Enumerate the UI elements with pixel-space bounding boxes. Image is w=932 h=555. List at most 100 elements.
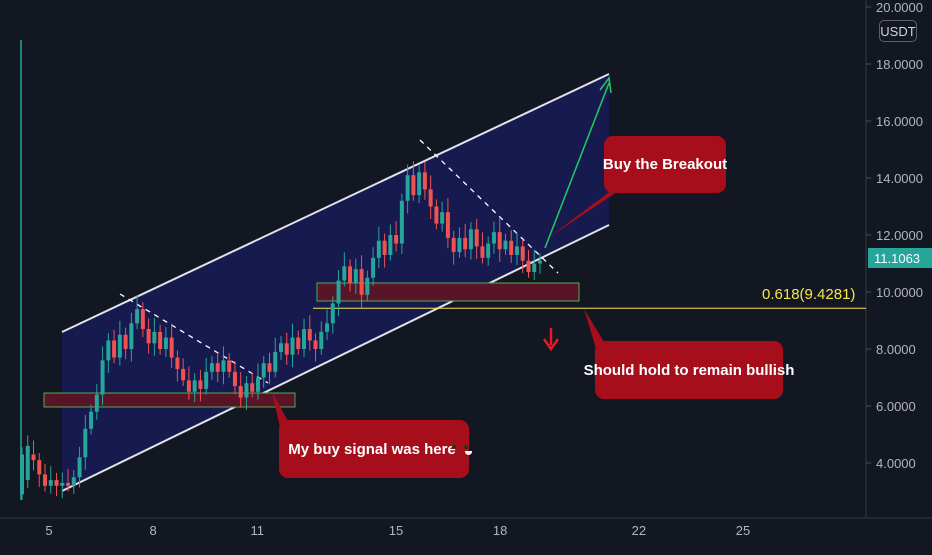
- candle-body: [468, 229, 473, 250]
- hold-callout: Should hold to remain bullish: [584, 341, 794, 399]
- candle-body: [279, 343, 283, 352]
- candle-body: [152, 331, 157, 344]
- candle-body: [244, 383, 249, 398]
- candle-body: [313, 340, 318, 349]
- candle-body: [302, 329, 307, 349]
- candle-body: [394, 235, 399, 244]
- candle-body: [503, 240, 508, 250]
- y-tick-label: 18.0000: [876, 57, 923, 72]
- candle-body: [106, 340, 111, 361]
- x-tick-label: 8: [149, 523, 156, 538]
- candlestick-series: [20, 161, 542, 501]
- candle-body: [538, 260, 542, 264]
- y-axis-ticks: 20.0000 18.0000 16.0000 14.0000 12.0000 10.00…: [866, 0, 923, 471]
- candle-body: [486, 243, 491, 258]
- down-arrow-head: [542, 338, 560, 352]
- candle-body: [445, 212, 450, 238]
- x-tick-label: 25: [736, 523, 750, 538]
- y-tick-label: 6.0000: [876, 399, 916, 414]
- y-tick-label: 14.0000: [876, 171, 923, 186]
- breakout-arrow-head: [599, 75, 612, 94]
- x-tick-label: 22: [632, 523, 646, 538]
- candle-body: [232, 371, 237, 387]
- candle-body: [204, 371, 209, 389]
- candle-body: [451, 237, 456, 253]
- candle-body: [123, 334, 128, 349]
- y-tick-label: 4.0000: [876, 456, 916, 471]
- candle-body: [25, 445, 30, 481]
- candle-body: [169, 337, 174, 358]
- candle-body: [480, 246, 485, 258]
- candle-body: [250, 383, 255, 392]
- candle-body: [60, 482, 65, 486]
- candle-body: [440, 212, 445, 224]
- fib-level-label: 0.618(9.4281): [762, 286, 856, 303]
- y-tick-label: 16.0000: [876, 114, 923, 129]
- candle-body: [163, 337, 168, 349]
- candle-body: [371, 257, 376, 278]
- candle-body: [474, 229, 479, 247]
- buy-signal-callout: My buy signal was here: [279, 420, 472, 478]
- candle-body: [209, 363, 214, 372]
- candle-body: [221, 360, 226, 372]
- candle-body: [54, 480, 59, 486]
- candle-body: [325, 323, 330, 332]
- candle-body: [319, 331, 324, 349]
- candle-body: [365, 277, 370, 295]
- hold-callout-text: Should hold to remain bullish: [583, 361, 795, 379]
- candle-body: [186, 380, 191, 392]
- candle-body: [66, 482, 71, 486]
- candle-body: [376, 240, 381, 258]
- candle-body: [434, 206, 439, 224]
- candle-body: [77, 457, 82, 478]
- downtrend-dashed-line-1: [119, 293, 269, 384]
- candle-body: [342, 266, 347, 281]
- candle-body: [284, 343, 289, 355]
- candle-body: [48, 480, 53, 486]
- x-tick-label: 18: [493, 523, 507, 538]
- candle-body: [514, 246, 519, 255]
- candle-body: [491, 232, 496, 244]
- candle-body: [463, 237, 468, 250]
- breakout-callout: Buy the Breakout: [603, 136, 727, 193]
- candle-body: [261, 363, 266, 378]
- breakout-bubble-pointer: [548, 190, 620, 238]
- buy-signal-callout-text: My buy signal was here: [288, 440, 456, 458]
- candle-body: [83, 428, 88, 458]
- candle-body: [532, 263, 537, 273]
- candle-body: [112, 340, 117, 358]
- x-tick-label: 5: [45, 523, 52, 538]
- channel-upper-line: [61, 73, 610, 333]
- candle-body: [140, 309, 145, 330]
- candle-body: [428, 189, 433, 207]
- y-tick-label: 20.0000: [876, 0, 923, 15]
- candle-body: [89, 411, 94, 429]
- x-axis-ticks: 5 8 11 15 18 22 25: [45, 523, 750, 538]
- x-tick-label: 15: [389, 523, 403, 538]
- candle-body: [497, 232, 502, 250]
- candle-body: [382, 240, 387, 255]
- y-tick-label: 10.0000: [876, 285, 923, 300]
- candle-body: [20, 454, 24, 495]
- candle-body: [100, 360, 105, 395]
- support-zone-upper: [316, 282, 580, 302]
- last-price-tag: 11.1063: [868, 248, 932, 268]
- channel-lower-line: [61, 224, 610, 492]
- candle-body: [43, 474, 48, 486]
- candle-body: [388, 235, 393, 255]
- candle-body: [290, 337, 295, 355]
- candle-body: [129, 323, 134, 349]
- candle-body: [348, 266, 353, 284]
- candle-body: [296, 337, 301, 349]
- currency-badge[interactable]: USDT: [879, 20, 917, 42]
- candle-body: [399, 200, 404, 244]
- candle-body: [198, 380, 203, 389]
- candle-body: [215, 363, 220, 372]
- candle-body: [405, 175, 410, 201]
- candle-body: [117, 334, 122, 358]
- candle-body: [255, 377, 260, 392]
- candle-body: [509, 240, 514, 255]
- candle-body: [31, 454, 36, 461]
- candle-body: [520, 246, 525, 261]
